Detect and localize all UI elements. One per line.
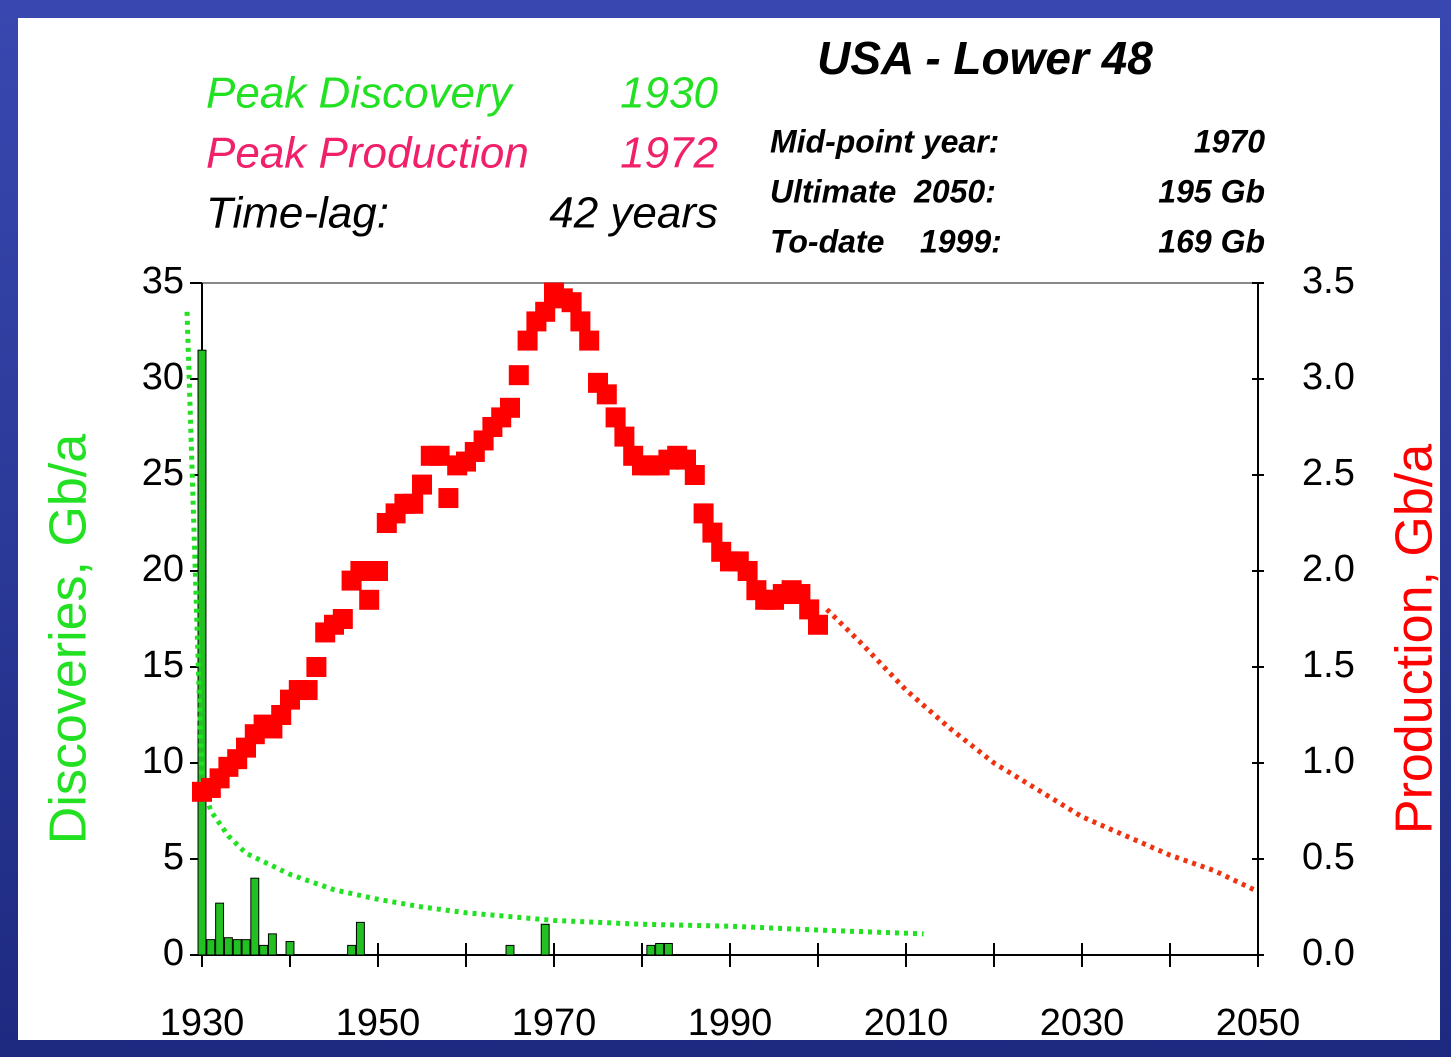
annotation-label: Peak Production <box>206 129 529 178</box>
bar <box>540 923 550 956</box>
production-point <box>676 449 696 470</box>
production-point <box>306 657 327 677</box>
annotation-value: 1930 <box>620 69 718 118</box>
production-point <box>570 311 591 332</box>
bar <box>267 933 277 956</box>
y2-tick-label: 1.5 <box>1302 644 1355 686</box>
bar <box>197 349 207 956</box>
production-point <box>808 614 828 635</box>
production-point <box>535 301 556 322</box>
note-label: Mid-point year: <box>770 123 999 159</box>
chart-title: USA - Lower 48 <box>817 32 1153 84</box>
production-point <box>614 426 635 447</box>
bar <box>285 941 295 956</box>
annotation-label: Peak Discovery <box>206 69 515 118</box>
production-point <box>737 561 758 581</box>
production-point <box>368 561 388 581</box>
y2-tick-label: 0.5 <box>1302 836 1355 878</box>
production-point <box>693 503 714 524</box>
production-point <box>596 384 617 405</box>
bar <box>215 902 225 956</box>
x-tick-label: 2010 <box>864 1002 949 1044</box>
note-label: To-date 1999: <box>770 223 1002 259</box>
bar <box>646 944 656 956</box>
production-point <box>297 680 318 701</box>
y-tick-label: 15 <box>142 644 184 686</box>
y-tick-label: 0 <box>163 932 184 974</box>
production-point <box>500 397 520 418</box>
y-axis-label: Discoveries, Gb/a <box>40 434 98 844</box>
production-point <box>332 609 353 629</box>
production-point <box>579 330 600 351</box>
x-tick-label: 1970 <box>512 1002 597 1044</box>
x-tick-label: 2030 <box>1040 1002 1125 1044</box>
production-point <box>799 599 820 620</box>
panel <box>18 18 1440 1040</box>
production-point <box>271 705 292 725</box>
bar <box>250 877 260 956</box>
bar <box>663 942 673 956</box>
y2-tick-label: 1.0 <box>1302 740 1355 782</box>
y2-tick-label: 3.5 <box>1302 260 1355 302</box>
production-point <box>429 445 450 466</box>
y2-tick-label: 3.0 <box>1302 356 1355 398</box>
y-tick-label: 5 <box>163 836 184 878</box>
production-point <box>684 465 705 485</box>
bar <box>505 944 515 956</box>
y2-tick-label: 2.5 <box>1302 452 1355 494</box>
y2-tick-label: 2.0 <box>1302 548 1355 590</box>
y-tick-label: 35 <box>142 260 184 302</box>
production-point <box>359 589 380 610</box>
y-tick-label: 10 <box>142 740 184 782</box>
annotation-value: 1972 <box>620 129 718 178</box>
x-tick-label: 2050 <box>1216 1002 1301 1044</box>
production-point <box>561 292 582 313</box>
bar <box>232 939 242 956</box>
y-tick-label: 25 <box>142 452 184 494</box>
bar <box>355 921 365 956</box>
x-tick-label: 1930 <box>160 1002 245 1044</box>
y2-axis-label: Production, Gb/a <box>1386 444 1444 834</box>
dotted-line <box>184 311 924 937</box>
bar <box>223 937 233 956</box>
bar <box>259 944 269 956</box>
y2-tick-label: 0.0 <box>1302 932 1355 974</box>
production-point <box>517 330 538 351</box>
note-value: 1970 <box>1194 123 1265 159</box>
production-point <box>412 474 432 495</box>
production-point <box>438 488 459 509</box>
bar <box>206 939 216 956</box>
annotation-label: Time-lag: <box>206 189 389 238</box>
production-point <box>403 493 424 514</box>
x-tick-label: 1950 <box>336 1002 421 1044</box>
note-value: 169 Gb <box>1158 223 1265 259</box>
production-point <box>790 584 811 605</box>
y-tick-label: 20 <box>142 548 184 590</box>
bar <box>655 942 665 956</box>
note-label: Ultimate 2050: <box>770 173 996 209</box>
bar <box>241 939 251 956</box>
dotted-line <box>825 607 1260 894</box>
production-point <box>508 365 529 386</box>
production-point <box>605 407 626 428</box>
annotation-value: 42 years <box>549 189 718 238</box>
x-tick-label: 1990 <box>688 1002 773 1044</box>
production-point <box>350 561 371 581</box>
bar <box>347 944 357 956</box>
y-tick-label: 30 <box>142 356 184 398</box>
note-value: 195 Gb <box>1158 173 1265 209</box>
production-point <box>702 522 723 543</box>
